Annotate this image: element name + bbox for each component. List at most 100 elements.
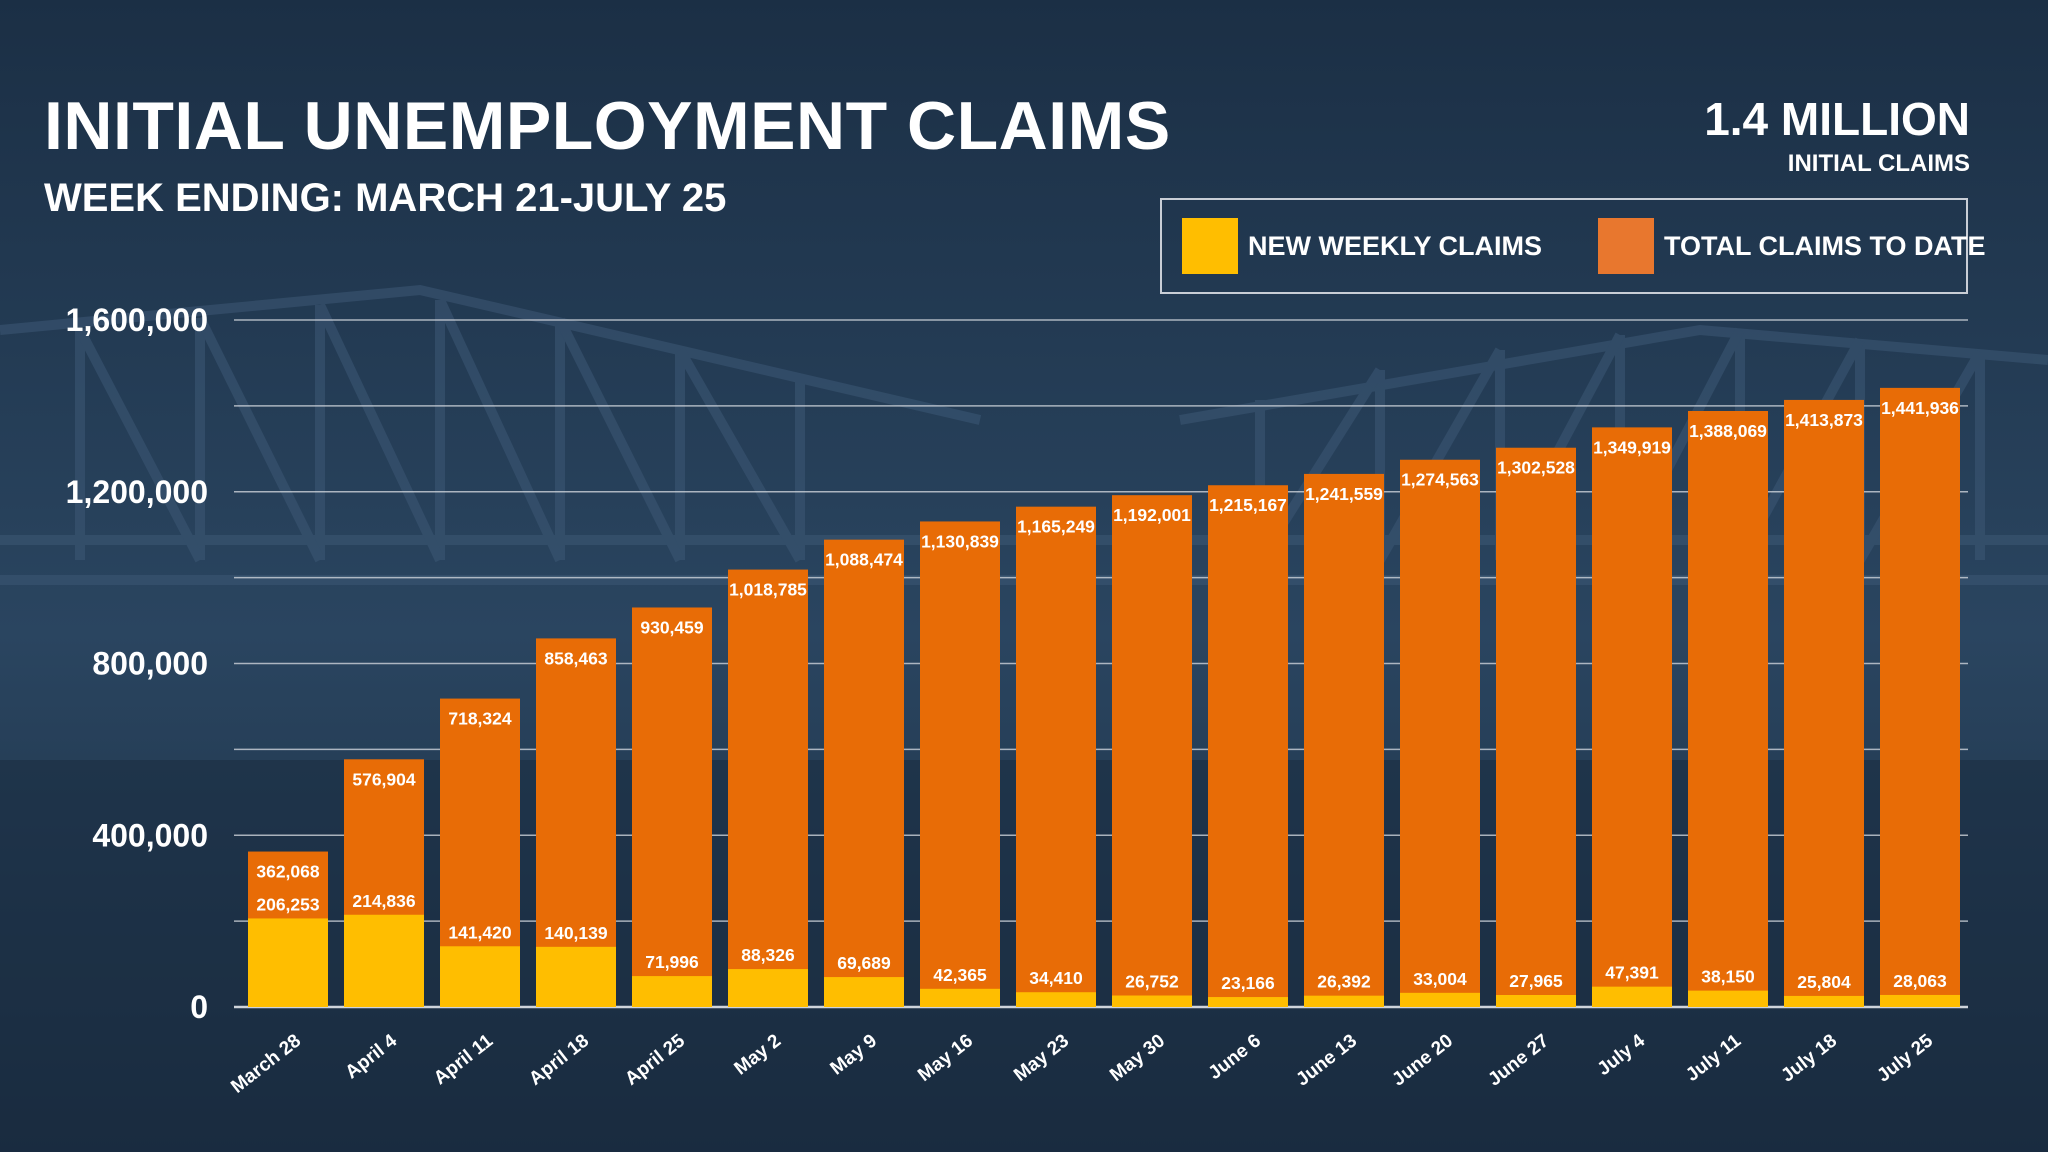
y-tick-label: 1,200,000	[66, 474, 208, 510]
x-tick-label: May 23	[1010, 1030, 1073, 1086]
bar-total	[1400, 459, 1480, 1007]
y-tick-label: 0	[190, 989, 208, 1025]
data-label-total: 1,302,528	[1497, 458, 1575, 478]
bar-new-weekly	[728, 969, 808, 1007]
bar-total	[1016, 506, 1096, 1007]
bar-new-weekly	[344, 914, 424, 1007]
bar-new-weekly	[1304, 995, 1384, 1007]
data-label-total: 1,130,839	[921, 531, 999, 551]
x-tick-label: June 27	[1484, 1030, 1553, 1090]
bar-total	[1208, 485, 1288, 1007]
bar-total	[1880, 387, 1960, 1007]
stat-value: 1.4 MILLION	[1704, 93, 1970, 145]
bar-new-weekly	[1688, 990, 1768, 1007]
bar-total	[536, 638, 616, 1007]
bar-total	[632, 607, 712, 1007]
y-tick-label: 400,000	[92, 817, 208, 853]
bar-new-weekly	[632, 976, 712, 1007]
legend-item-total: TOTAL CLAIMS TO DATE	[1598, 218, 1986, 274]
y-tick-label: 800,000	[92, 646, 208, 682]
bar-total	[1688, 410, 1768, 1007]
bar-total	[1592, 427, 1672, 1007]
gridlines	[234, 319, 1968, 1009]
data-label-new-weekly: 71,996	[645, 952, 699, 972]
chart-subtitle: WEEK ENDING: MARCH 21-JULY 25	[44, 176, 727, 220]
x-tick-label: May 16	[914, 1030, 977, 1086]
data-label-new-weekly: 69,689	[837, 953, 891, 973]
data-label-total: 1,241,559	[1305, 484, 1383, 504]
chart-legend: NEW WEEKLY CLAIMS TOTAL CLAIMS TO DATE	[1160, 198, 1986, 294]
x-tick-label: June 13	[1292, 1030, 1361, 1090]
x-tick-label: July 4	[1594, 1030, 1650, 1080]
bar-total	[1112, 495, 1192, 1007]
data-label-total: 576,904	[352, 769, 416, 789]
y-axis-tick-labels: 0 400,000 800,000 1,200,000 1,600,000	[66, 302, 208, 1025]
data-label-total: 1,165,249	[1017, 517, 1095, 537]
legend-item-new-weekly: NEW WEEKLY CLAIMS	[1182, 218, 1542, 274]
y-tick-label: 1,600,000	[66, 302, 208, 338]
data-label-new-weekly: 27,965	[1509, 971, 1563, 991]
data-label-new-weekly: 88,326	[741, 945, 795, 965]
data-label-new-weekly: 25,804	[1797, 972, 1851, 992]
bar-new-weekly	[1016, 992, 1096, 1007]
legend-swatch-total	[1598, 218, 1655, 274]
data-label-total: 1,441,936	[1881, 398, 1959, 418]
x-tick-label: July 11	[1682, 1030, 1745, 1086]
data-labels: 362,068 206,253 576,904 214,836 718,324 141,4…	[256, 398, 1959, 993]
bar-new-weekly	[1880, 994, 1960, 1007]
bar-new-weekly	[1496, 994, 1576, 1007]
data-label-total: 718,324	[448, 709, 512, 729]
data-label-new-weekly: 38,150	[1701, 967, 1755, 987]
stat-label: INITIAL CLAIMS	[1787, 150, 1970, 177]
headline-stat: 1.4 MILLION INITIAL CLAIMS	[1704, 96, 1970, 176]
data-label-total: 1,215,167	[1209, 495, 1287, 515]
data-label-new-weekly: 28,063	[1893, 971, 1947, 991]
x-tick-label: May 30	[1106, 1030, 1169, 1086]
chart-title: INITIAL UNEMPLOYMENT CLAIMS	[44, 88, 1171, 164]
bar-new-weekly	[440, 946, 520, 1007]
data-label-total: 1,413,873	[1785, 410, 1863, 430]
data-label-total: 858,463	[544, 648, 608, 668]
x-tick-label: July 18	[1777, 1030, 1841, 1086]
legend-label-new-weekly: NEW WEEKLY CLAIMS	[1248, 230, 1543, 261]
data-label-total: 1,274,563	[1401, 470, 1479, 490]
x-tick-label: May 9	[827, 1030, 882, 1079]
data-label-new-weekly: 33,004	[1413, 969, 1467, 989]
data-label-total: 362,068	[256, 862, 320, 882]
data-label-total: 930,459	[640, 617, 704, 637]
data-label-new-weekly: 47,391	[1605, 963, 1659, 983]
x-tick-label: May 2	[731, 1030, 786, 1079]
bar-new-weekly	[536, 946, 616, 1007]
bar-total	[1496, 447, 1576, 1007]
bar-new-weekly	[1400, 992, 1480, 1007]
bar-total	[728, 569, 808, 1007]
data-label-total: 1,388,069	[1689, 421, 1767, 441]
x-tick-label: March 28	[227, 1030, 305, 1097]
bar-total	[920, 521, 1000, 1007]
bar-new-weekly	[1112, 995, 1192, 1007]
legend-label-total: TOTAL CLAIMS TO DATE	[1664, 230, 1986, 261]
x-tick-label: April 25	[621, 1030, 689, 1090]
legend-swatch-new-weekly	[1182, 218, 1238, 274]
x-tick-label: April 18	[525, 1030, 593, 1089]
x-tick-label: June 20	[1388, 1030, 1457, 1090]
data-label-total: 1,192,001	[1113, 505, 1191, 525]
data-label-new-weekly: 26,392	[1317, 972, 1371, 992]
x-tick-label: April 4	[342, 1030, 402, 1083]
data-label-new-weekly: 26,752	[1125, 972, 1179, 992]
bar-total	[1784, 399, 1864, 1007]
data-label-new-weekly: 140,139	[544, 923, 608, 943]
bar-total	[1304, 473, 1384, 1007]
bar-new-weekly	[1208, 997, 1288, 1007]
x-tick-label: July 25	[1873, 1030, 1937, 1086]
data-label-new-weekly: 42,365	[933, 965, 987, 985]
data-label-new-weekly: 23,166	[1221, 973, 1275, 993]
bar-new-weekly	[1784, 995, 1864, 1007]
data-label-total: 1,349,919	[1593, 437, 1671, 457]
x-axis-tick-labels: March 28 April 4 April 11 April 18 April 25 M…	[227, 1030, 1937, 1098]
bar-new-weekly	[248, 918, 328, 1007]
x-tick-label: April 11	[430, 1030, 497, 1089]
data-label-new-weekly: 206,253	[256, 894, 320, 914]
data-label-total: 1,088,474	[825, 550, 903, 570]
